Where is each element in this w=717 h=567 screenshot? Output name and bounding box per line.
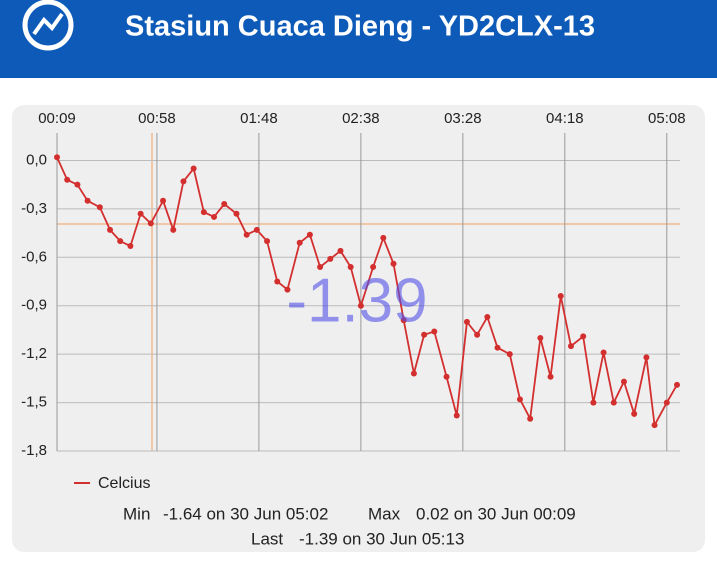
data-point	[600, 349, 607, 356]
data-point	[96, 204, 103, 211]
data-point	[180, 178, 187, 185]
app-title: Stasiun Cuaca Dieng - YD2CLX-13	[125, 11, 595, 43]
x-tick-label: 04:18	[546, 110, 584, 127]
data-point	[211, 213, 218, 220]
data-point	[580, 333, 587, 340]
data-point	[357, 302, 364, 309]
data-point	[674, 381, 680, 388]
data-point	[527, 415, 534, 422]
data-point	[557, 293, 564, 300]
app-bar	[0, 0, 717, 78]
app-icon	[22, 0, 74, 51]
data-point	[221, 201, 228, 208]
data-point	[610, 399, 617, 406]
y-tick-label: -0,6	[21, 248, 47, 265]
data-point	[484, 314, 491, 321]
data-point	[64, 176, 71, 183]
data-point	[547, 373, 554, 380]
max-label: Max	[368, 504, 401, 523]
data-point	[643, 354, 650, 361]
data-point	[243, 231, 250, 238]
data-point	[107, 226, 114, 233]
data-point	[147, 220, 154, 227]
data-point	[370, 263, 377, 270]
current-value: -1.39	[286, 266, 427, 335]
data-point	[127, 242, 134, 249]
data-point	[274, 278, 281, 285]
data-point	[620, 378, 627, 385]
data-point	[421, 331, 428, 338]
data-point	[74, 181, 81, 188]
data-point	[306, 231, 313, 238]
data-point	[170, 226, 177, 233]
data-point	[567, 343, 574, 350]
data-point	[84, 197, 91, 204]
data-point	[380, 234, 387, 241]
last-value: -1.39 on 30 Jun 05:13	[299, 529, 464, 548]
max-value: 0.02 on 30 Jun 00:09	[416, 504, 576, 523]
data-point	[200, 209, 207, 216]
data-point	[284, 286, 291, 293]
x-tick-label: 02:38	[342, 110, 380, 127]
y-tick-label: -1,8	[21, 442, 47, 459]
y-tick-label: 0,0	[26, 151, 47, 168]
data-point	[117, 238, 124, 245]
data-point	[253, 226, 260, 233]
data-point	[494, 344, 501, 351]
data-point	[516, 396, 523, 403]
data-point	[337, 247, 344, 254]
x-tick-label: 05:08	[648, 110, 686, 127]
min-label: Min	[123, 504, 150, 523]
y-tick-label: -1,5	[21, 394, 47, 411]
data-point	[410, 370, 417, 377]
data-point	[347, 263, 354, 270]
data-point	[390, 260, 397, 267]
data-point	[233, 210, 240, 217]
data-point	[264, 238, 271, 245]
data-point	[400, 317, 407, 324]
legend-label: Celcius	[98, 475, 150, 492]
data-point	[317, 263, 324, 270]
data-point	[160, 197, 167, 204]
y-tick-label: -0,3	[21, 200, 47, 217]
data-point	[137, 210, 144, 217]
data-point	[506, 351, 513, 358]
x-tick-label: 00:58	[138, 110, 176, 127]
data-point	[431, 328, 438, 335]
y-tick-label: -0,9	[21, 297, 47, 314]
data-point	[190, 165, 197, 172]
data-point	[590, 399, 597, 406]
data-point	[537, 335, 544, 342]
y-tick-label: -1,2	[21, 345, 47, 362]
data-point	[631, 410, 638, 417]
data-point	[463, 318, 470, 325]
data-point	[54, 154, 60, 161]
min-value: -1.64 on 30 Jun 05:02	[163, 504, 328, 523]
x-tick-label: 00:09	[38, 110, 76, 127]
x-tick-label: 03:28	[444, 110, 482, 127]
x-tick-label: 01:48	[240, 110, 278, 127]
data-point	[474, 331, 481, 338]
chart-card	[12, 105, 705, 552]
data-point	[663, 399, 670, 406]
data-point	[443, 373, 450, 380]
data-point	[296, 239, 303, 246]
data-point	[453, 412, 460, 419]
data-point	[327, 255, 334, 262]
last-label: Last	[251, 529, 283, 548]
data-point	[651, 422, 658, 429]
